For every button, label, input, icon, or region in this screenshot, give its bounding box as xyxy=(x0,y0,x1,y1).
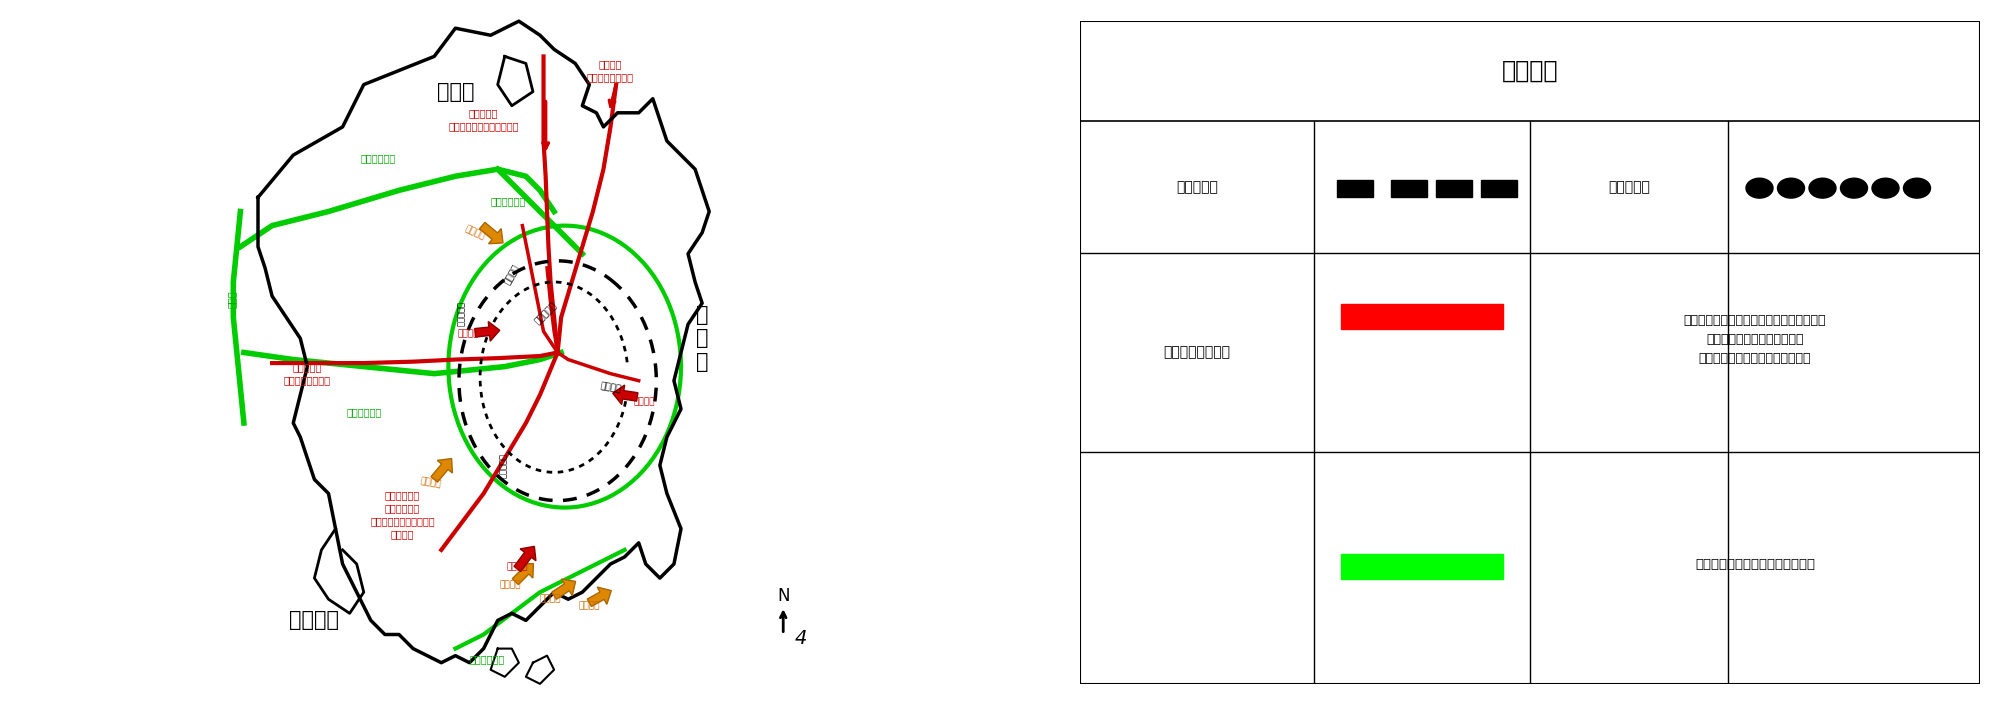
Text: 高速自動車国道・首都高速道路等: 高速自動車国道・首都高速道路等 xyxy=(1696,558,1816,571)
Text: 東名高速道路
国道２４６号
（青山通り・玉川通り）
第三京浜: 東名高速道路 国道２４６号 （青山通り・玉川通り） 第三京浜 xyxy=(370,490,434,539)
Text: 環状七号線: 環状七号線 xyxy=(498,453,508,478)
Text: 千
葉
県: 千 葉 県 xyxy=(696,305,708,372)
Text: 通行抑制: 通行抑制 xyxy=(578,602,600,611)
Text: 国道１７号
（中山道・白山通りほか）: 国道１７号 （中山道・白山通りほか） xyxy=(448,109,518,131)
Bar xyxy=(1480,180,1516,197)
Bar xyxy=(1390,180,1426,197)
Circle shape xyxy=(1746,178,1774,198)
Text: N: N xyxy=(776,587,790,605)
FancyArrow shape xyxy=(432,458,452,482)
Text: 環状七号線: 環状七号線 xyxy=(1176,180,1218,194)
Text: 外環自動車道: 外環自動車道 xyxy=(490,196,526,206)
Text: 圏央道: 圏央道 xyxy=(226,291,236,309)
FancyArrow shape xyxy=(512,563,534,584)
Text: 緊急自動車専用路: 緊急自動車専用路 xyxy=(1164,345,1230,360)
FancyArrow shape xyxy=(552,579,576,599)
FancyArrow shape xyxy=(514,546,536,572)
Text: 首都高速道路: 首都高速道路 xyxy=(470,654,504,664)
Circle shape xyxy=(1778,178,1804,198)
Text: 新目白通り: 新目白通り xyxy=(532,301,558,326)
Text: 通行禁止: 通行禁止 xyxy=(634,398,656,406)
Text: 外堀通り: 外堀通り xyxy=(600,381,622,394)
Circle shape xyxy=(1840,178,1868,198)
Text: 通行禁止: 通行禁止 xyxy=(506,563,528,571)
Circle shape xyxy=(1808,178,1836,198)
Circle shape xyxy=(1904,178,1930,198)
Text: 4: 4 xyxy=(794,629,808,647)
Text: 通行抑制: 通行抑制 xyxy=(464,224,486,241)
Text: 中央自動車道: 中央自動車道 xyxy=(346,407,382,417)
FancyArrow shape xyxy=(474,321,500,341)
Text: 関越自動車道: 関越自動車道 xyxy=(360,154,396,164)
Text: 国道２０号
（甲州街道ほか）: 国道２０号 （甲州街道ほか） xyxy=(284,362,330,385)
Text: 通行抑制: 通行抑制 xyxy=(420,477,442,489)
Bar xyxy=(1340,304,1504,329)
Text: 通行抑制: 通行抑制 xyxy=(500,581,522,589)
FancyArrow shape xyxy=(612,385,638,405)
FancyArrow shape xyxy=(588,587,612,606)
Text: 環状八号線: 環状八号線 xyxy=(456,301,466,326)
Bar xyxy=(1436,180,1472,197)
Bar xyxy=(1336,180,1372,197)
Bar xyxy=(1340,554,1504,579)
Text: 環状八号線: 環状八号線 xyxy=(1608,180,1650,194)
Text: 通行禁止: 通行禁止 xyxy=(458,329,478,338)
Text: 凡　　例: 凡 例 xyxy=(1502,59,1558,83)
Text: 国道４号
（日光街道ほか）: 国道４号 （日光街道ほか） xyxy=(588,59,634,82)
Text: 通行抑制: 通行抑制 xyxy=(540,595,562,603)
FancyArrow shape xyxy=(480,222,504,244)
Circle shape xyxy=(1872,178,1900,198)
Text: 神奈川県: 神奈川県 xyxy=(290,611,340,630)
Text: 国道４号、国道１７号（白山通りほか）、
国道２０号、国道２４６号、
目白通り・新目白通り、外堀通り: 国道４号、国道１７号（白山通りほか）、 国道２０号、国道２４６号、 目白通り・新… xyxy=(1684,314,1826,364)
Text: 埼玉県: 埼玉県 xyxy=(436,82,474,102)
Text: 目白通り: 目白通り xyxy=(502,264,522,286)
